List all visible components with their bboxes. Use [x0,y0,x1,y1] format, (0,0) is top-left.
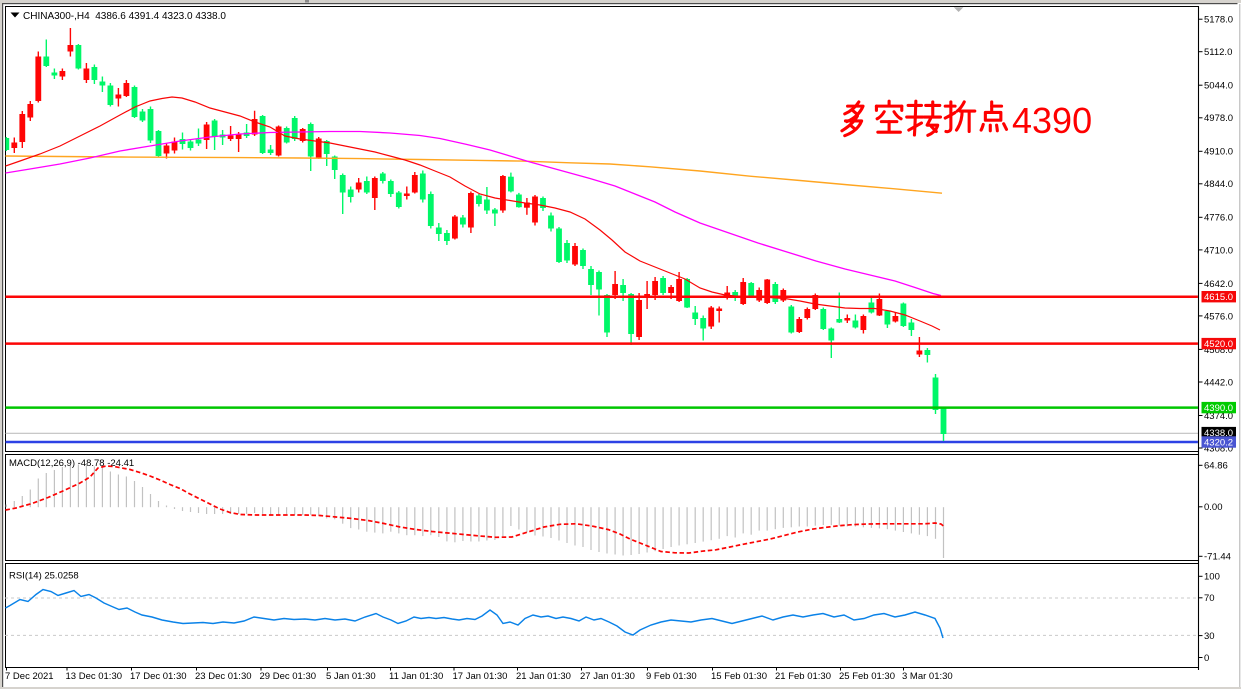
svg-text:0: 0 [1204,653,1209,664]
svg-text:21 Feb 01:30: 21 Feb 01:30 [775,671,831,682]
svg-text:5044.0: 5044.0 [1204,81,1233,92]
svg-text:4615.0: 4615.0 [1204,292,1233,303]
svg-text:CHINA300-,H4 4386.6 4391.4 43: CHINA300-,H4 4386.6 4391.4 4323.0 4338.0 [23,11,226,22]
svg-text:13 Dec 01:30: 13 Dec 01:30 [66,671,123,682]
svg-text:30: 30 [1204,631,1215,642]
svg-text:11 Jan 01:30: 11 Jan 01:30 [389,671,443,682]
svg-text:7 Dec 2021: 7 Dec 2021 [5,671,54,682]
svg-text:4776.0: 4776.0 [1204,213,1233,224]
svg-text:17 Dec 01:30: 17 Dec 01:30 [130,671,187,682]
svg-text:4910.0: 4910.0 [1204,147,1233,158]
svg-text:4390.0: 4390.0 [1204,403,1233,414]
svg-text:4320.2: 4320.2 [1204,437,1233,448]
svg-text:29 Dec 01:30: 29 Dec 01:30 [260,671,317,682]
svg-text:4308.0: 4308.0 [1204,443,1233,454]
svg-text:100: 100 [1204,572,1220,583]
svg-text:15 Feb 01:30: 15 Feb 01:30 [711,671,767,682]
svg-text:9 Feb 01:30: 9 Feb 01:30 [646,671,697,682]
svg-text:4338.0: 4338.0 [1204,428,1233,439]
svg-text:4390: 4390 [1012,100,1092,141]
svg-text:MACD(12,26,9) -48.78 -24.41: MACD(12,26,9) -48.78 -24.41 [9,458,134,469]
svg-text:-71.44: -71.44 [1204,552,1231,563]
svg-text:17 Jan 01:30: 17 Jan 01:30 [453,671,508,682]
svg-text:0.00: 0.00 [1204,502,1223,513]
svg-text:23 Dec 01:30: 23 Dec 01:30 [195,671,252,682]
svg-text:4374.0: 4374.0 [1204,411,1233,422]
svg-text:64.86: 64.86 [1204,461,1228,472]
svg-text:4576.0: 4576.0 [1204,311,1233,322]
svg-text:21 Jan 01:30: 21 Jan 01:30 [516,671,571,682]
svg-text:4520.0: 4520.0 [1204,339,1233,350]
svg-text:5112.0: 5112.0 [1204,47,1232,58]
svg-text:25 Feb 01:30: 25 Feb 01:30 [839,671,895,682]
svg-text:27 Jan 01:30: 27 Jan 01:30 [580,671,635,682]
svg-text:RSI(14) 25.0258: RSI(14) 25.0258 [9,571,79,582]
svg-text:5 Jan 01:30: 5 Jan 01:30 [326,671,376,682]
svg-text:4442.0: 4442.0 [1204,377,1233,388]
svg-text:5178.0: 5178.0 [1204,15,1233,26]
svg-text:4642.0: 4642.0 [1204,279,1233,290]
svg-text:4710.0: 4710.0 [1204,245,1233,256]
svg-text:3 Mar 01:30: 3 Mar 01:30 [902,671,953,682]
svg-text:4844.0: 4844.0 [1204,179,1233,190]
svg-text:4508.0: 4508.0 [1204,345,1233,356]
svg-text:4978.0: 4978.0 [1204,113,1233,124]
svg-text:70: 70 [1204,593,1215,604]
